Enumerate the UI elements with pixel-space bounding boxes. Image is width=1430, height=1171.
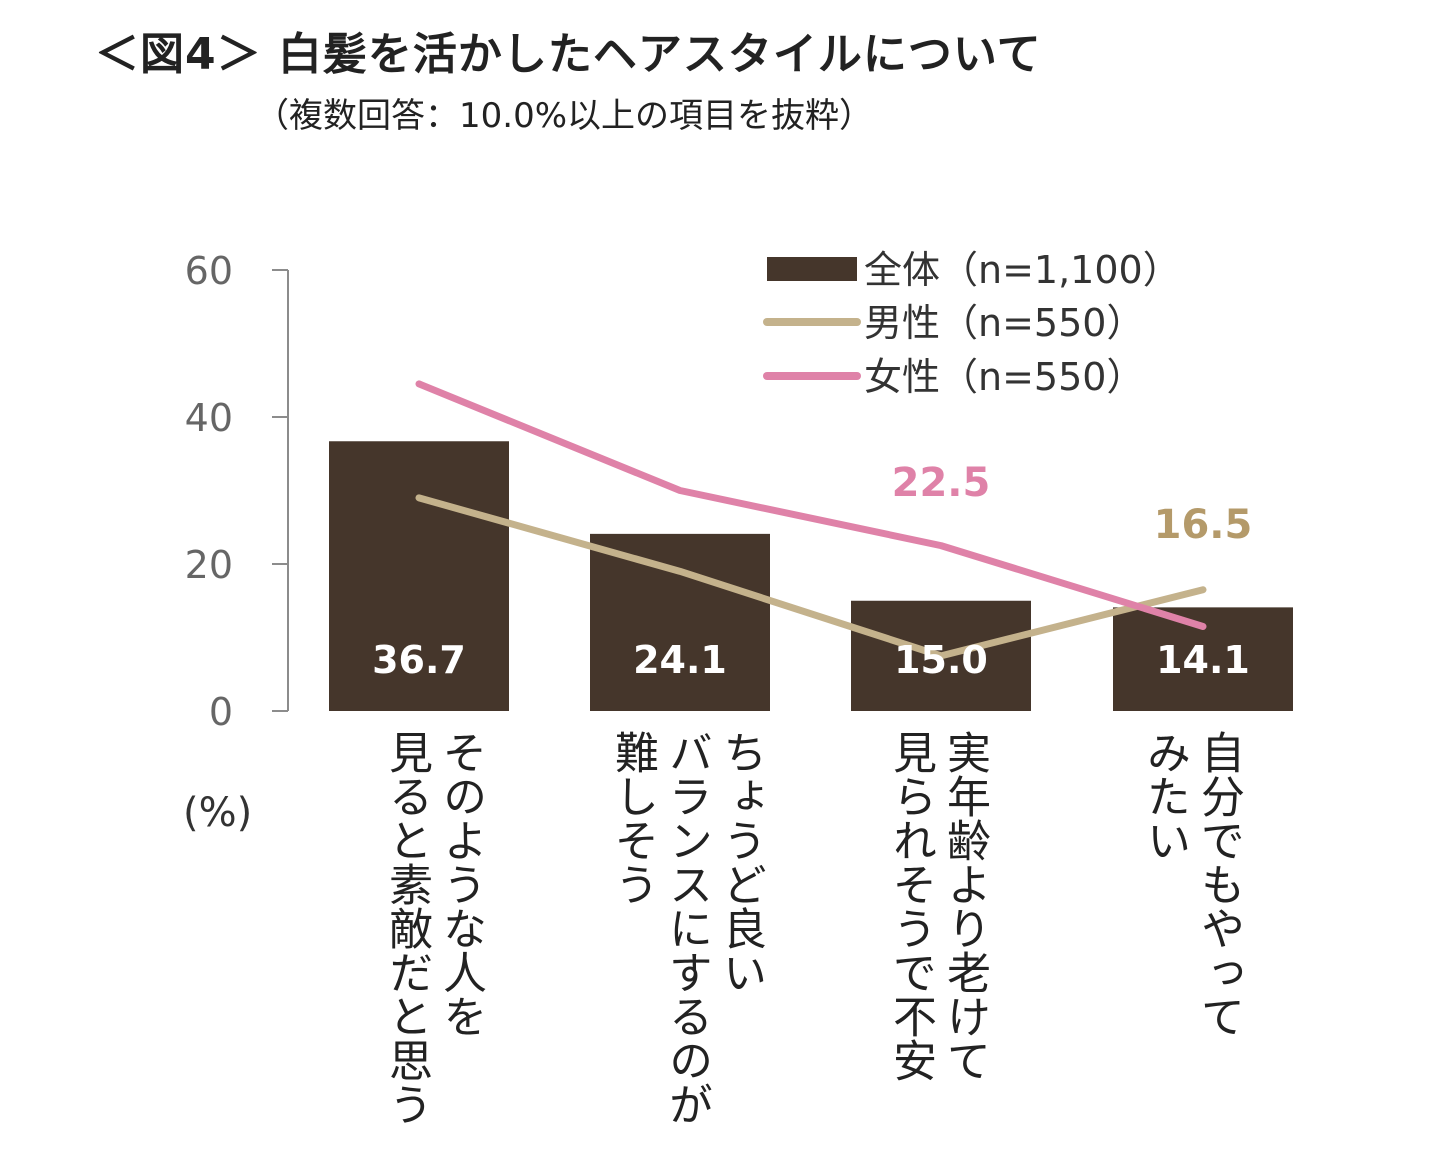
y-tick-label: 0	[209, 690, 233, 734]
bar	[329, 441, 509, 711]
line-value-annotation: 16.5	[1154, 502, 1253, 548]
bar-value-label: 14.1	[1156, 638, 1250, 682]
legend-label: 女性（n=550）	[864, 355, 1144, 399]
legend-swatch-bar	[767, 257, 857, 281]
legend-label: 全体（n=1,100）	[864, 248, 1181, 292]
x-category-label-line: そのような人を	[435, 730, 486, 1038]
chart-title: ＜図4＞ 白髪を活かしたヘアスタイルについて	[95, 29, 1042, 80]
bar	[590, 533, 770, 711]
line-value-annotation: 22.5	[892, 460, 991, 506]
chart-subtitle: （複数回答：10.0%以上の項目を抜粋）	[255, 96, 874, 136]
y-tick-label: 40	[185, 396, 233, 440]
line-male	[415, 494, 1207, 660]
x-category-label-line: みたい	[1139, 730, 1190, 862]
bar-value-label: 36.7	[372, 638, 466, 682]
x-category-label: ちょうど良い バランスにするのが 難しそう	[606, 730, 766, 1126]
x-category-label-line: 難しそう	[607, 730, 658, 906]
x-category-label: 自分でもやって みたい	[1138, 730, 1244, 1038]
x-category-label-line: 見られそうで不安	[885, 730, 936, 1082]
y-axis-unit: (%)	[183, 790, 252, 836]
x-category-label: そのような人を 見ると素敵だと思う	[380, 730, 486, 1126]
bar-value-label: 24.1	[633, 638, 727, 682]
legend-label: 男性（n=550）	[864, 301, 1144, 345]
y-tick-label: 60	[185, 249, 233, 293]
x-category-label-line: ちょうど良い	[715, 730, 766, 994]
x-category-label: 実年齢より老けて 見られそうで不安	[884, 730, 990, 1082]
x-category-label-line: 実年齢より老けて	[939, 730, 990, 1082]
y-tick-label: 20	[185, 543, 233, 587]
line-female	[415, 380, 1207, 630]
bar-value-label: 15.0	[894, 638, 988, 682]
x-category-label-line: バランスにするのが	[661, 730, 712, 1126]
x-category-label-line: 見ると素敵だと思う	[381, 730, 432, 1126]
x-category-label-line: 自分でもやって	[1193, 730, 1244, 1038]
